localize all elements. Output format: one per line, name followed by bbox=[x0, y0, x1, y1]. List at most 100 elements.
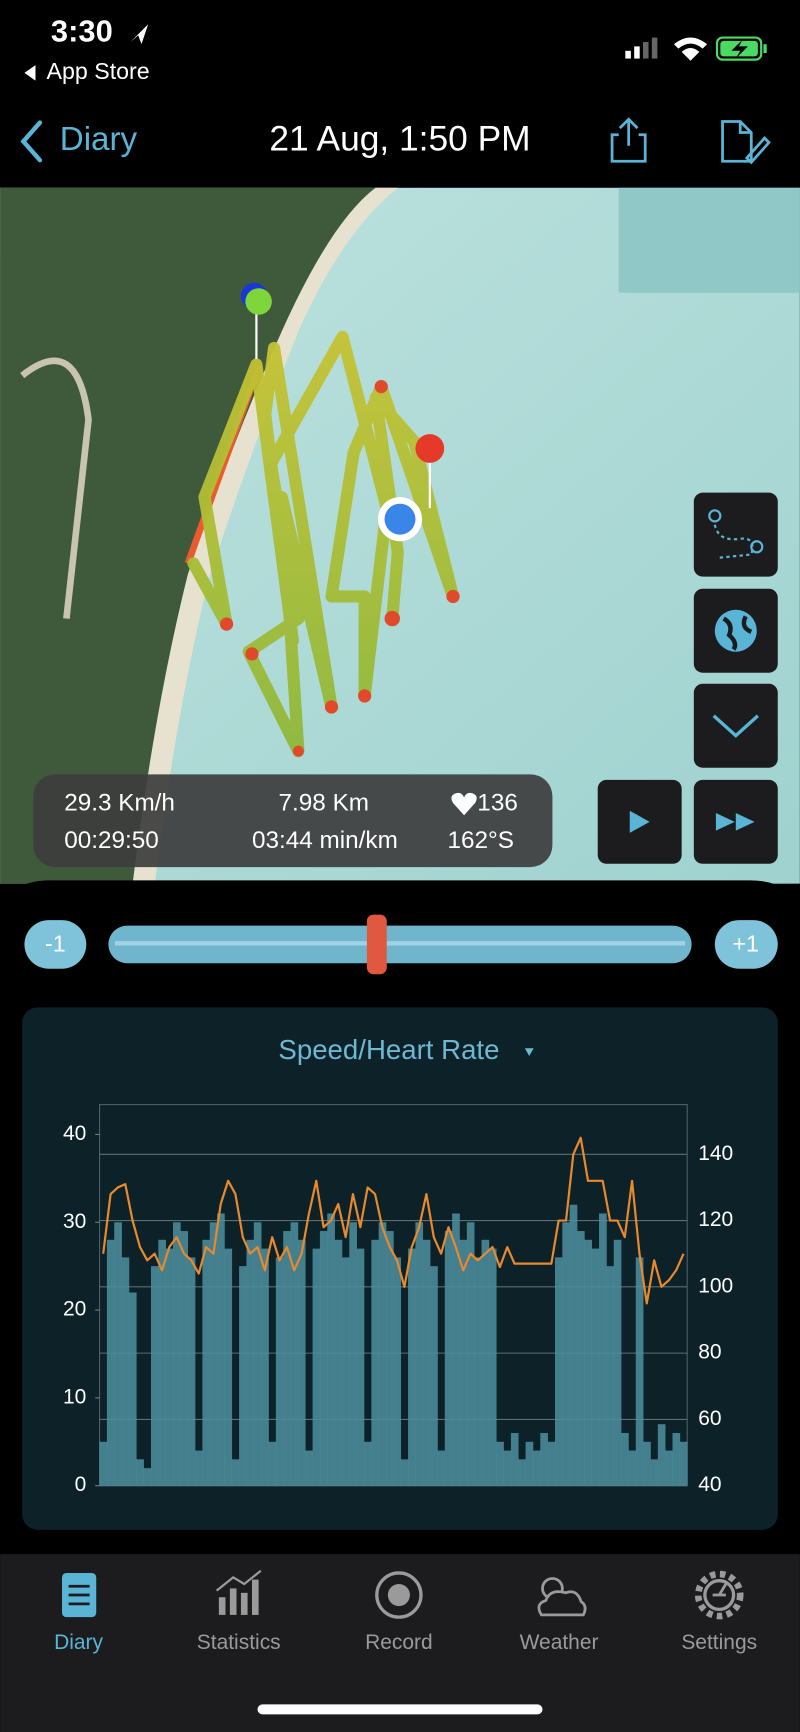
speed-bar bbox=[136, 1459, 144, 1486]
speed-bar bbox=[195, 1450, 203, 1486]
chart-title[interactable]: Speed/Heart Rate bbox=[278, 1034, 499, 1065]
play-button[interactable] bbox=[597, 779, 682, 864]
statistics-icon[interactable] bbox=[215, 1569, 262, 1615]
speed-bar bbox=[422, 1239, 431, 1486]
speed-bar bbox=[584, 1239, 593, 1486]
speed-bar bbox=[150, 1266, 159, 1486]
speed-bar bbox=[202, 1239, 211, 1486]
speed-bar bbox=[510, 1432, 519, 1486]
fast-forward-button[interactable] bbox=[693, 779, 778, 864]
speed-bar bbox=[540, 1432, 548, 1486]
speed-bar bbox=[577, 1231, 585, 1486]
tab-label[interactable]: Settings bbox=[681, 1631, 757, 1654]
diary-icon[interactable] bbox=[61, 1572, 97, 1618]
record-icon[interactable] bbox=[375, 1571, 423, 1619]
back-app-arrow[interactable] bbox=[24, 65, 36, 81]
globe-button[interactable] bbox=[693, 588, 778, 673]
speed-bar bbox=[239, 1266, 247, 1486]
speed-bar bbox=[599, 1213, 607, 1486]
speed-bar bbox=[290, 1222, 299, 1486]
speed-bar bbox=[621, 1432, 629, 1486]
speed-bar bbox=[128, 1292, 137, 1486]
tab-label[interactable]: Weather bbox=[520, 1631, 599, 1654]
stat-pace: 03:44 min/km bbox=[252, 827, 398, 854]
signal-icon bbox=[625, 37, 658, 59]
tab-label[interactable]: Record bbox=[365, 1631, 433, 1654]
heart-icon bbox=[451, 792, 477, 816]
y2-tick-label: 140 bbox=[698, 1142, 733, 1165]
step-back-button[interactable] bbox=[24, 920, 87, 969]
share-button[interactable] bbox=[610, 117, 647, 163]
back-chevron[interactable] bbox=[20, 120, 43, 163]
nav-title: 21 Aug, 1:50 PM bbox=[269, 120, 530, 159]
step-forward-button[interactable] bbox=[714, 920, 778, 969]
y2-tick-label: 60 bbox=[698, 1407, 721, 1430]
speed-bar bbox=[628, 1450, 637, 1486]
stat-speed: 29.3 Km/h bbox=[64, 790, 175, 817]
speed-bar bbox=[408, 1248, 416, 1486]
speed-bar bbox=[312, 1248, 321, 1486]
speed-bar bbox=[635, 1257, 644, 1486]
route-button[interactable] bbox=[693, 492, 778, 577]
back-button[interactable]: Diary bbox=[60, 121, 138, 158]
y2-tick-label: 120 bbox=[698, 1208, 733, 1231]
speed-bar bbox=[503, 1450, 512, 1486]
heart-rate-line bbox=[102, 1136, 685, 1305]
speed-bar bbox=[591, 1248, 600, 1486]
y-tick-label: 10 bbox=[63, 1385, 86, 1408]
speed-bar bbox=[386, 1231, 394, 1486]
stat-duration: 00:29:50 bbox=[64, 827, 159, 854]
settings-icon[interactable] bbox=[694, 1570, 744, 1620]
speed-bar bbox=[547, 1441, 556, 1486]
speed-bar bbox=[459, 1239, 468, 1486]
speed-bar bbox=[158, 1239, 166, 1486]
location-icon bbox=[130, 24, 149, 45]
slider-handle[interactable] bbox=[366, 914, 387, 975]
speed-bar bbox=[121, 1257, 130, 1486]
speed-bar bbox=[371, 1239, 380, 1486]
stat-heart-rate: 136 bbox=[477, 790, 518, 817]
y-tick-label: 30 bbox=[63, 1210, 86, 1233]
speed-bar bbox=[657, 1424, 666, 1486]
chart-menu-arrow[interactable] bbox=[524, 1048, 534, 1056]
speed-bar bbox=[231, 1459, 240, 1486]
speed-bar bbox=[349, 1222, 357, 1486]
tab-label[interactable]: Statistics bbox=[197, 1631, 281, 1654]
speed-bar bbox=[356, 1248, 365, 1486]
back-app[interactable]: App Store bbox=[47, 58, 150, 84]
y2-tick-label: 40 bbox=[698, 1473, 721, 1496]
step-back-label[interactable]: -1 bbox=[45, 931, 66, 957]
y-tick-label: 20 bbox=[63, 1298, 86, 1321]
stat-heading: 162°S bbox=[447, 827, 513, 854]
speed-bar bbox=[554, 1257, 563, 1486]
status-time: 3:30 bbox=[51, 13, 113, 48]
tab-label[interactable]: Diary bbox=[54, 1631, 103, 1654]
tab-labels: Diary Statistics Record Weather Settings bbox=[54, 1631, 757, 1654]
speed-bar bbox=[650, 1459, 659, 1486]
speed-bar bbox=[99, 1441, 108, 1486]
speed-bar bbox=[114, 1222, 122, 1486]
speed-bar bbox=[209, 1222, 218, 1486]
speed-bar bbox=[400, 1459, 409, 1486]
speed-bar bbox=[275, 1257, 284, 1486]
speed-bar bbox=[106, 1239, 115, 1486]
speed-bar bbox=[474, 1257, 482, 1486]
edit-button[interactable] bbox=[721, 120, 771, 165]
speed-bar bbox=[334, 1239, 343, 1486]
speed-bar bbox=[518, 1459, 526, 1486]
speed-bar bbox=[415, 1222, 424, 1486]
y-tick-label: 0 bbox=[75, 1473, 87, 1496]
y2-tick-label: 80 bbox=[698, 1341, 721, 1364]
speed-bar bbox=[319, 1231, 328, 1486]
home-indicator bbox=[257, 1704, 543, 1715]
wifi-icon bbox=[673, 37, 708, 61]
weather-icon[interactable] bbox=[537, 1577, 587, 1617]
speed-bar bbox=[613, 1239, 622, 1486]
speed-bar bbox=[430, 1266, 438, 1486]
speed-bar bbox=[665, 1450, 673, 1486]
speed-bar bbox=[569, 1204, 578, 1486]
step-forward-label[interactable]: +1 bbox=[733, 931, 759, 957]
collapse-button[interactable] bbox=[693, 683, 778, 768]
speed-bar bbox=[672, 1432, 681, 1486]
